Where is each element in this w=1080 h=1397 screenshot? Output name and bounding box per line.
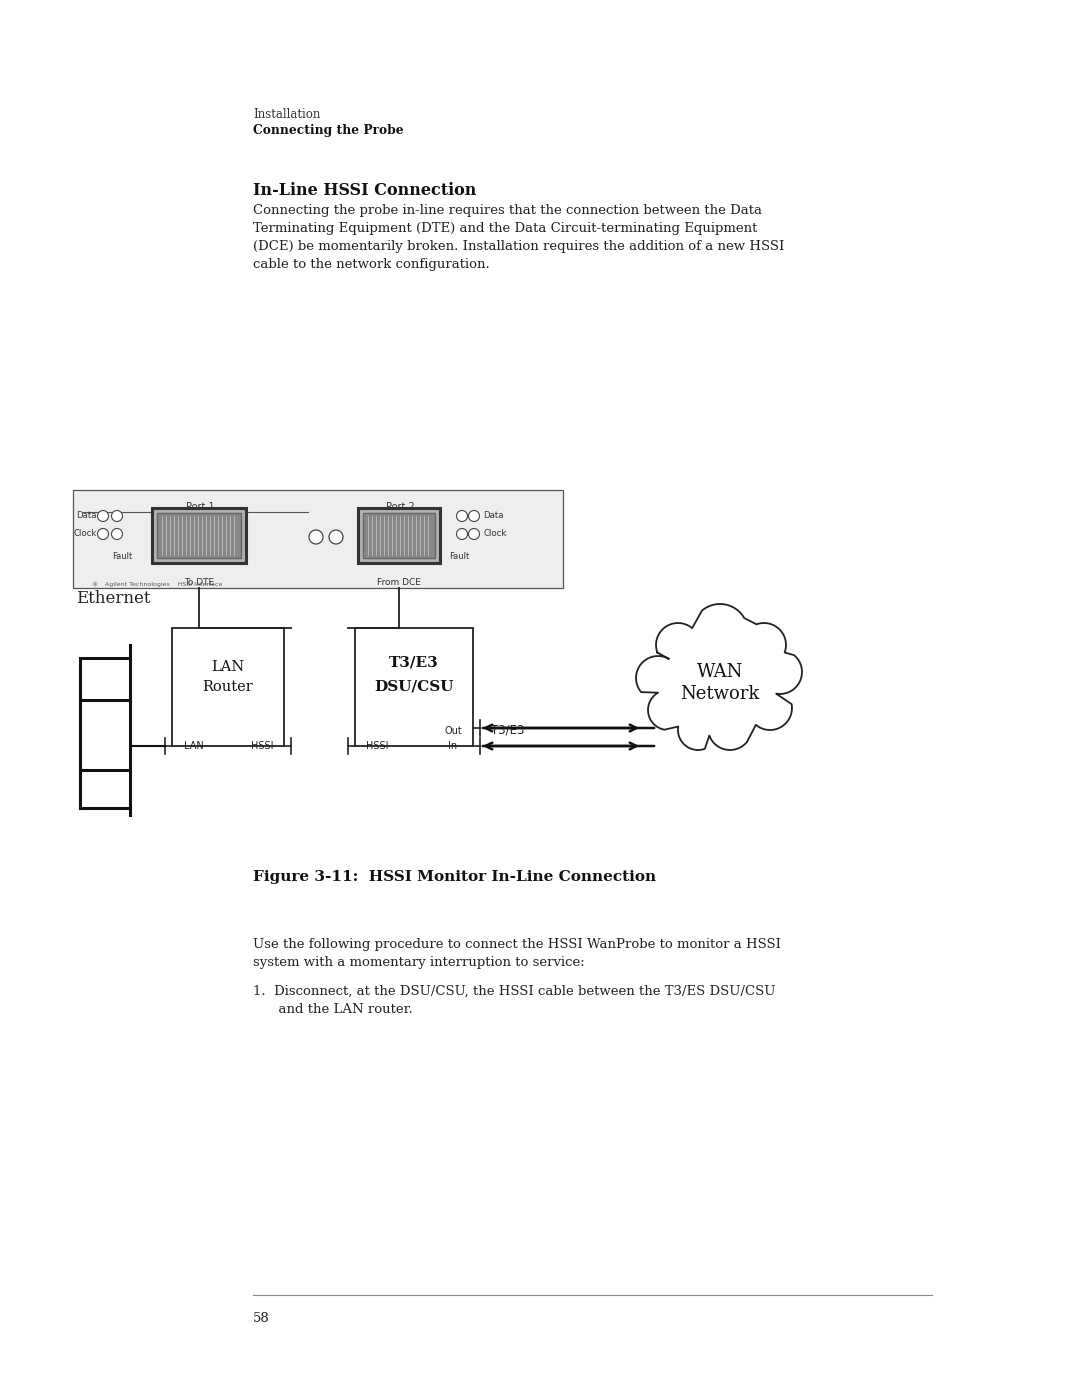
Text: Agilent Technologies    HSSI Interface: Agilent Technologies HSSI Interface xyxy=(105,583,222,587)
Text: Port 2: Port 2 xyxy=(386,502,415,511)
Text: Router: Router xyxy=(203,680,254,694)
Text: (DCE) be momentarily broken. Installation requires the addition of a new HSSI: (DCE) be momentarily broken. Installatio… xyxy=(253,240,784,253)
Text: 1.  Disconnect, at the DSU/CSU, the HSSI cable between the T3/ES DSU/CSU: 1. Disconnect, at the DSU/CSU, the HSSI … xyxy=(253,985,775,997)
Text: and the LAN router.: and the LAN router. xyxy=(253,1003,413,1016)
Circle shape xyxy=(457,510,468,521)
Polygon shape xyxy=(636,604,802,750)
Circle shape xyxy=(97,510,108,521)
Text: Out: Out xyxy=(444,726,462,736)
Text: HSSI: HSSI xyxy=(366,740,388,752)
Text: Port 1: Port 1 xyxy=(186,502,214,511)
Text: Data: Data xyxy=(483,511,503,521)
Text: cable to the network configuration.: cable to the network configuration. xyxy=(253,258,489,271)
Text: Fault: Fault xyxy=(449,552,469,562)
Circle shape xyxy=(329,529,343,543)
Circle shape xyxy=(457,528,468,539)
Circle shape xyxy=(656,623,700,666)
Circle shape xyxy=(742,623,786,666)
Text: Installation: Installation xyxy=(253,108,321,122)
Text: Network: Network xyxy=(680,685,759,703)
Text: Clock: Clock xyxy=(73,529,97,538)
Text: Ethernet: Ethernet xyxy=(76,590,150,608)
Circle shape xyxy=(111,528,122,539)
Text: Connecting the Probe: Connecting the Probe xyxy=(253,124,404,137)
Text: Fault: Fault xyxy=(112,552,132,562)
Text: In: In xyxy=(448,740,458,752)
Text: LAN: LAN xyxy=(184,740,204,752)
Bar xyxy=(355,629,473,746)
Text: T3/E3: T3/E3 xyxy=(491,724,525,736)
Text: Connecting the probe in-line requires that the connection between the Data: Connecting the probe in-line requires th… xyxy=(253,204,762,217)
Circle shape xyxy=(469,528,480,539)
Circle shape xyxy=(648,690,688,731)
Bar xyxy=(357,509,440,563)
Circle shape xyxy=(111,510,122,521)
Text: From DCE: From DCE xyxy=(377,578,421,587)
Text: Clock: Clock xyxy=(483,529,507,538)
Circle shape xyxy=(469,510,480,521)
Text: system with a momentary interruption to service:: system with a momentary interruption to … xyxy=(253,956,584,970)
Circle shape xyxy=(758,650,802,694)
Circle shape xyxy=(309,529,323,543)
Circle shape xyxy=(748,686,792,731)
Circle shape xyxy=(692,604,748,659)
Bar xyxy=(363,513,435,557)
Circle shape xyxy=(708,705,752,750)
Text: DSU/CSU: DSU/CSU xyxy=(375,680,454,694)
Text: HSSI: HSSI xyxy=(251,740,273,752)
Text: Terminating Equipment (DTE) and the Data Circuit-terminating Equipment: Terminating Equipment (DTE) and the Data… xyxy=(253,222,757,235)
Text: 58: 58 xyxy=(253,1312,270,1324)
Ellipse shape xyxy=(648,633,793,728)
Text: In-Line HSSI Connection: In-Line HSSI Connection xyxy=(253,182,476,198)
Text: To DTE: To DTE xyxy=(184,578,214,587)
Bar xyxy=(172,629,284,746)
Text: Data: Data xyxy=(77,511,97,521)
Text: LAN: LAN xyxy=(212,659,245,673)
Circle shape xyxy=(636,657,680,700)
Bar xyxy=(152,509,246,563)
Text: Use the following procedure to connect the HSSI WanProbe to monitor a HSSI: Use the following procedure to connect t… xyxy=(253,937,781,951)
Circle shape xyxy=(97,528,108,539)
Bar xyxy=(73,490,563,588)
Circle shape xyxy=(678,710,718,750)
Bar xyxy=(157,513,241,557)
Text: T3/E3: T3/E3 xyxy=(389,657,438,671)
Circle shape xyxy=(660,636,700,675)
Text: *: * xyxy=(92,580,98,592)
Text: Figure 3-11:  HSSI Monitor In-Line Connection: Figure 3-11: HSSI Monitor In-Line Connec… xyxy=(253,870,657,884)
Text: WAN: WAN xyxy=(697,664,743,680)
